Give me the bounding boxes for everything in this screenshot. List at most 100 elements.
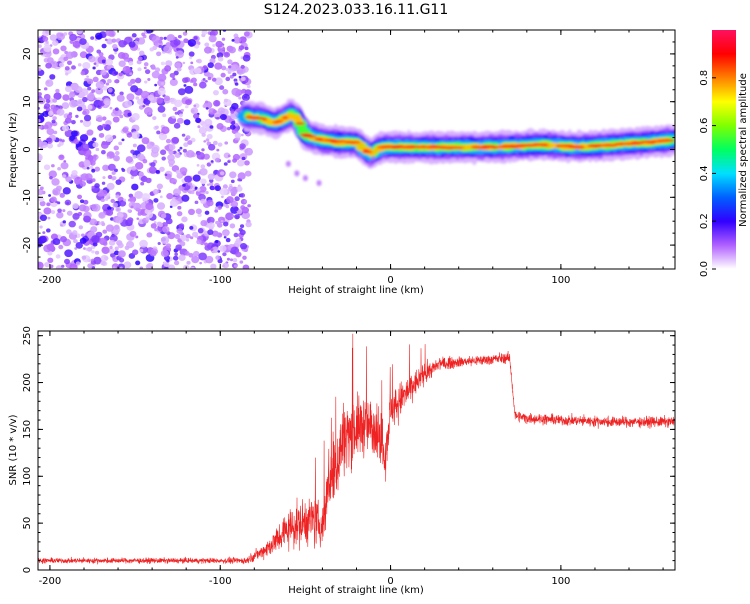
noise-blob (163, 261, 170, 268)
noise-blob (173, 260, 180, 266)
ridge-spur (371, 156, 377, 163)
noise-blob (79, 38, 87, 46)
noise-blob (227, 154, 231, 158)
noise-blob (178, 113, 183, 118)
noise-blob (114, 79, 118, 84)
noise-blob (205, 80, 208, 83)
noise-blob (131, 112, 140, 121)
noise-blob (44, 103, 51, 109)
noise-blob (185, 99, 192, 106)
noise-blob (213, 99, 221, 107)
noise-blob (165, 60, 173, 67)
noise-blob (74, 85, 83, 93)
noise-blob (95, 63, 99, 67)
ridge-segment (295, 122, 305, 125)
noise-blob (118, 40, 127, 48)
ridge-segment (491, 146, 498, 149)
noise-blob (216, 123, 224, 130)
noise-blob (214, 62, 223, 70)
noise-blob (68, 91, 76, 98)
noise-blob (200, 178, 207, 185)
noise-blob (60, 45, 67, 52)
noise-blob (216, 116, 220, 120)
noise-blob (187, 140, 193, 145)
noise-blob (233, 36, 241, 44)
noise-blob (106, 156, 110, 159)
noise-blob (38, 235, 47, 244)
noise-blob (183, 142, 189, 148)
ridge-spur (316, 179, 322, 186)
noise-blob (51, 178, 60, 186)
noise-blob (53, 130, 58, 135)
noise-blob (57, 143, 61, 148)
noise-blob (119, 114, 124, 119)
noise-blob (189, 56, 193, 60)
noise-blob (207, 229, 214, 236)
noise-blob (212, 89, 219, 96)
noise-blob (160, 213, 167, 219)
noise-blob (221, 37, 226, 41)
noise-blob (161, 81, 165, 86)
snr-xtick-label: 100 (551, 576, 570, 587)
noise-blob (176, 211, 183, 217)
noise-blob (162, 113, 167, 118)
noise-blob (241, 211, 251, 220)
noise-blob (129, 196, 137, 203)
noise-blob (48, 194, 52, 197)
noise-blob (93, 256, 102, 265)
noise-blob (73, 238, 78, 244)
noise-blob (228, 46, 236, 54)
noise-blob (236, 186, 243, 192)
noise-blob (89, 165, 94, 170)
spectrogram-xtick-label: -200 (39, 275, 62, 286)
colorbar-ticks: 0.0 0.2 0.4 0.6 0.8 (699, 70, 716, 277)
spectrogram-ytick-label: -10 (22, 189, 33, 205)
colorbar-tick-label: 0.0 (699, 261, 710, 277)
noise-blob (231, 102, 239, 110)
noise-blob (187, 181, 192, 186)
noise-blob (230, 187, 238, 195)
noise-blob (46, 137, 52, 143)
noise-blob (86, 166, 90, 170)
noise-blob (65, 51, 75, 59)
noise-blob (57, 166, 62, 171)
noise-blob (160, 236, 170, 244)
noise-blob (94, 166, 101, 172)
noise-blob (71, 119, 76, 125)
noise-blob (219, 171, 225, 176)
noise-blob (52, 116, 57, 121)
noise-blob (109, 106, 113, 110)
noise-blob (193, 250, 200, 257)
noise-blob (108, 247, 115, 254)
noise-blob (240, 64, 245, 69)
noise-blob (114, 246, 119, 251)
colorbar-label: Normalized spectral amplitude (738, 73, 749, 227)
noise-blob (49, 123, 53, 126)
noise-blob (79, 119, 84, 123)
noise-blob (95, 81, 105, 89)
noise-blob (222, 230, 230, 237)
noise-blob (104, 197, 109, 201)
noise-blob (119, 266, 123, 269)
noise-blob (243, 31, 250, 37)
noise-blob (148, 112, 152, 115)
noise-blob (95, 147, 100, 152)
noise-blob (162, 226, 170, 233)
noise-blob (199, 81, 207, 89)
noise-blob (135, 260, 141, 266)
noise-blob (62, 94, 70, 101)
noise-blob (205, 255, 214, 264)
snr-ytick-label: 50 (22, 517, 33, 530)
spectrogram-ytick-label: 20 (22, 48, 33, 61)
noise-blob (104, 134, 114, 142)
noise-blob (83, 199, 89, 205)
noise-blob (181, 216, 188, 223)
noise-blob (64, 258, 71, 265)
noise-blob (174, 233, 181, 239)
noise-blob (100, 198, 105, 203)
noise-blob (105, 224, 115, 232)
noise-blob (43, 87, 48, 91)
